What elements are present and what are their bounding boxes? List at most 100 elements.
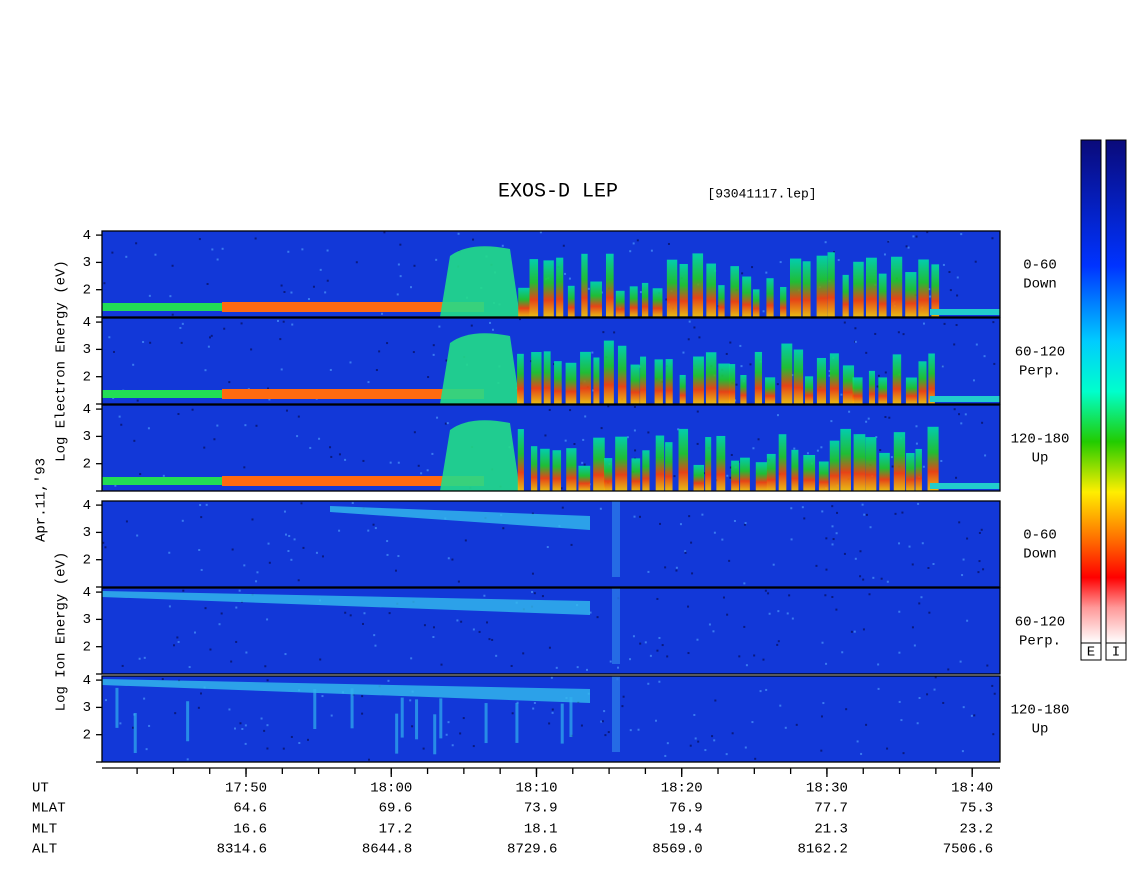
spectrogram-texture xyxy=(825,568,828,571)
spectrogram-texture xyxy=(268,561,271,564)
panel-frame xyxy=(101,587,1001,675)
spectrogram-feature xyxy=(891,256,903,317)
spectrogram-texture xyxy=(309,446,312,449)
spectrogram-feature xyxy=(641,282,649,317)
spectrogram-feature xyxy=(102,477,222,485)
spectrogram-feature xyxy=(754,351,763,404)
spectrogram-texture xyxy=(975,343,978,346)
spectrogram-texture xyxy=(435,258,438,261)
spectrogram-texture xyxy=(933,688,936,691)
spectrogram-texture xyxy=(338,529,341,532)
spectrogram-texture xyxy=(977,571,980,574)
spectrogram-texture xyxy=(636,239,639,242)
y-axis-label: Log Ion Energy (eV) xyxy=(54,552,70,712)
y-tick-label: 4 xyxy=(83,498,91,514)
y-tick-label: 2 xyxy=(83,552,91,568)
spectrogram-texture xyxy=(399,243,402,246)
spectrogram-texture xyxy=(125,520,128,523)
spectrogram-texture xyxy=(209,648,212,651)
spectrogram-texture xyxy=(349,361,352,364)
spectrogram-texture xyxy=(757,438,760,441)
spectrogram-texture xyxy=(675,569,678,572)
spectrogram-texture xyxy=(254,237,257,240)
spectrogram-feature xyxy=(666,259,678,317)
spectrogram-texture xyxy=(139,473,142,476)
spectrogram-texture xyxy=(104,699,107,702)
spectrogram-feature xyxy=(560,703,564,744)
spectrogram-texture xyxy=(629,658,632,661)
spectrogram-texture xyxy=(235,606,238,609)
spectrogram-feature xyxy=(440,420,520,491)
spectrogram-texture xyxy=(992,733,995,736)
spectrogram-texture xyxy=(148,724,151,727)
spectrogram-texture xyxy=(372,523,375,526)
spectrogram-texture xyxy=(301,248,304,251)
spectrogram-feature xyxy=(752,289,760,317)
spectrogram-texture xyxy=(820,749,823,752)
spectrogram-texture xyxy=(168,551,171,554)
spectrogram-texture xyxy=(840,393,843,396)
spectrogram-texture xyxy=(472,238,475,241)
y-tick-label: 2 xyxy=(83,727,91,743)
spectrogram-texture xyxy=(730,453,733,456)
spectrogram-texture xyxy=(228,381,231,384)
spectrogram-texture xyxy=(584,415,587,418)
spectrogram-texture xyxy=(191,408,194,411)
spectrogram-texture xyxy=(319,268,322,271)
spectrogram-texture xyxy=(731,732,734,735)
spectrogram-texture xyxy=(665,298,668,301)
spectrogram-feature xyxy=(693,464,705,491)
spectrogram-feature xyxy=(816,357,826,404)
spectrogram-texture xyxy=(154,253,157,256)
spectrogram-texture xyxy=(953,408,956,411)
spectrogram-texture xyxy=(285,409,288,412)
y-tick-label: 2 xyxy=(83,456,91,472)
spectrogram-texture xyxy=(173,644,176,647)
spectrogram-texture xyxy=(966,619,969,622)
spectrogram-texture xyxy=(412,351,415,354)
spectrogram-texture xyxy=(728,559,731,562)
spectrogram-texture xyxy=(431,452,434,455)
spectrogram-texture xyxy=(898,610,901,613)
spectrogram-texture xyxy=(338,453,341,456)
spectrogram-texture xyxy=(206,283,209,286)
spectrogram-texture xyxy=(312,285,315,288)
spectrogram-texture xyxy=(713,531,716,534)
spectrogram-texture xyxy=(132,363,135,366)
spectrogram-texture xyxy=(958,521,961,524)
spectrogram-texture xyxy=(694,737,697,740)
spectrogram-texture xyxy=(210,334,213,337)
spectrogram-texture xyxy=(915,235,918,238)
spectrogram-feature xyxy=(930,309,1000,315)
spectrogram-texture xyxy=(816,449,819,452)
spectrogram-texture xyxy=(397,263,400,266)
spectrogram-texture xyxy=(250,348,253,351)
spectrogram-texture xyxy=(876,385,879,388)
spectrogram-texture xyxy=(397,555,400,558)
spectrogram-texture xyxy=(564,439,567,442)
spectrogram-feature xyxy=(730,266,739,317)
spectrogram-texture xyxy=(181,322,184,325)
spectrogram-texture xyxy=(865,513,868,516)
spectrogram-texture xyxy=(772,563,775,566)
spectrogram-feature xyxy=(222,302,484,312)
spectrogram-texture xyxy=(495,654,498,657)
spectrogram-texture xyxy=(410,657,413,660)
spectrogram-texture xyxy=(861,503,864,506)
spectrogram-feature xyxy=(892,354,902,404)
spectrogram-texture xyxy=(691,572,694,575)
spectrogram-feature xyxy=(742,276,752,317)
spectrogram-feature xyxy=(552,450,562,491)
spectrogram-texture xyxy=(307,298,310,301)
spectrogram-texture xyxy=(713,739,716,742)
spectrogram-texture xyxy=(203,446,206,449)
spectrogram-texture xyxy=(765,271,768,274)
panel-frame xyxy=(101,675,1001,763)
spectrogram-texture xyxy=(733,519,736,522)
spectrogram-texture xyxy=(632,635,635,638)
spectrogram-texture xyxy=(888,416,891,419)
spectrogram-feature xyxy=(186,701,190,742)
spectrogram-texture xyxy=(432,636,435,639)
subtitle: [93041117.lep] xyxy=(707,186,816,201)
spectrogram-texture xyxy=(942,263,945,266)
